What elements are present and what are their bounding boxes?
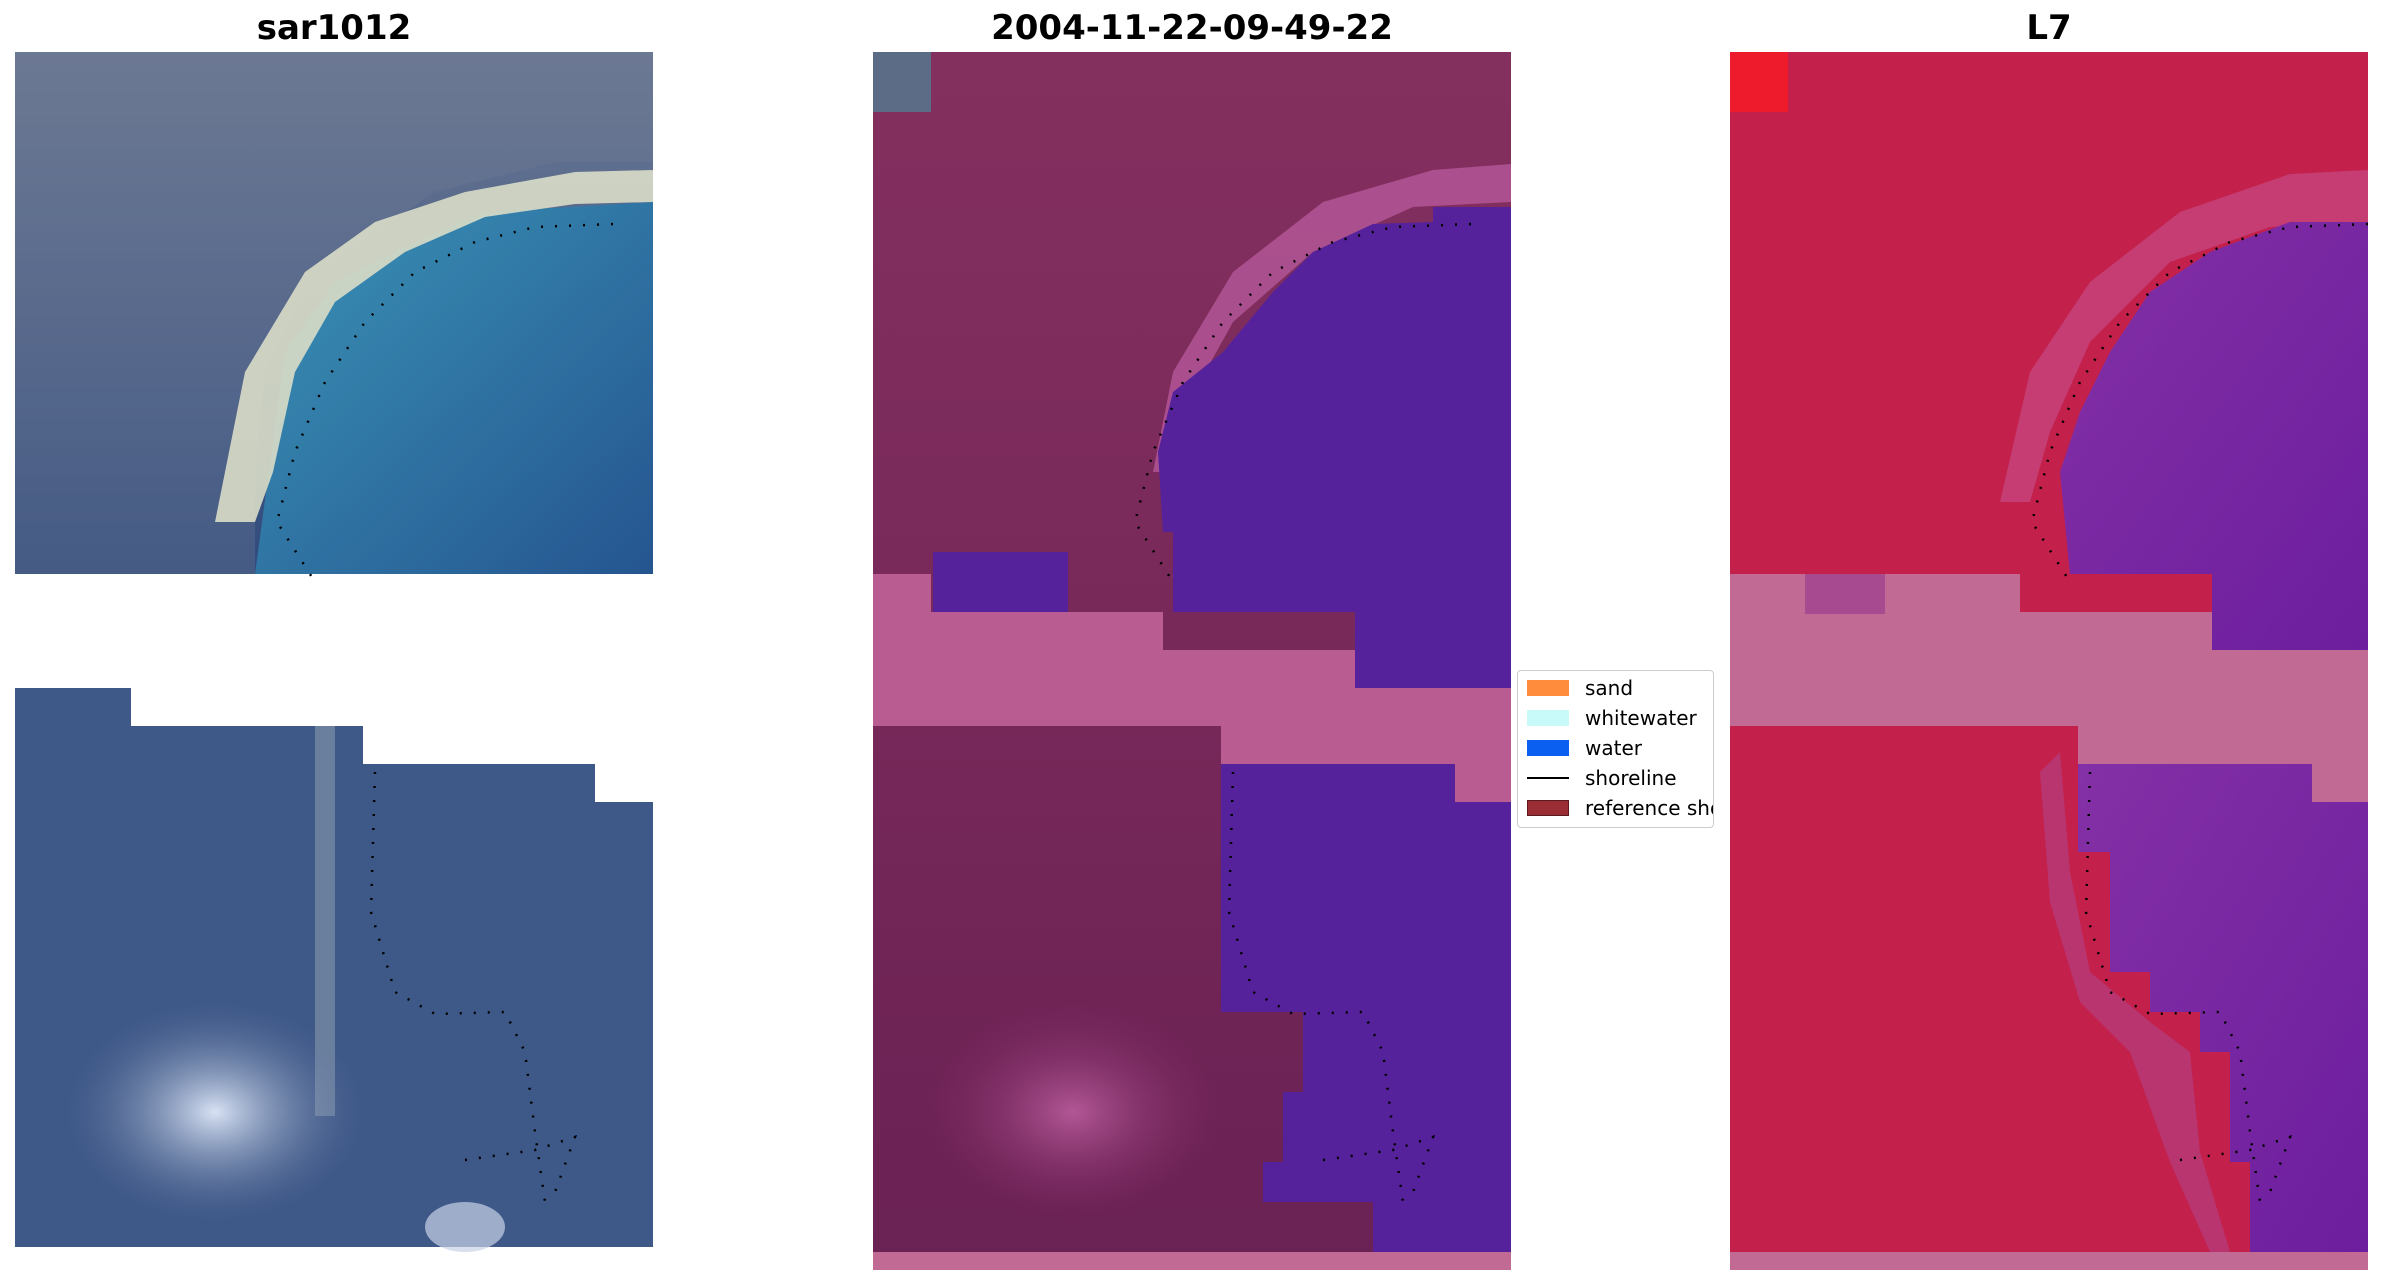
- index-image: [1730, 52, 2368, 1270]
- legend-item-shoreline: shoreline: [1527, 763, 1677, 793]
- classified-image-panel: [873, 52, 1511, 1270]
- legend-swatch-whitewater: [1527, 710, 1569, 726]
- legend-swatch-shoreline: [1527, 777, 1569, 779]
- index-image-panel: [1730, 52, 2368, 1270]
- legend-label-sand: sand: [1585, 676, 1634, 700]
- panel-title-classified: 2004-11-22-09-49-22: [991, 8, 1393, 48]
- legend-label-reference-shoreline: reference shoreline: [1585, 796, 1713, 820]
- legend-label-water: water: [1585, 736, 1642, 760]
- legend-swatch-reference-shoreline: [1527, 800, 1569, 816]
- legend-item-whitewater: whitewater: [1527, 703, 1697, 733]
- rgb-image: [15, 52, 653, 1252]
- legend-item-water: water: [1527, 733, 1642, 763]
- legend-label-whitewater: whitewater: [1585, 706, 1697, 730]
- legend-swatch-water: [1527, 740, 1569, 756]
- panel-title-rgb: sar1012: [256, 8, 412, 48]
- classified-image: [873, 52, 1511, 1270]
- legend-item-reference-shoreline: reference shoreline: [1527, 793, 1713, 823]
- legend-item-sand: sand: [1527, 673, 1633, 703]
- rgb-image-panel: [15, 52, 653, 1252]
- legend-swatch-sand: [1527, 680, 1569, 696]
- legend: sand whitewater water shoreline referenc…: [1517, 670, 1714, 828]
- legend-label-shoreline: shoreline: [1585, 766, 1677, 790]
- panel-title-index: L7: [2026, 8, 2072, 48]
